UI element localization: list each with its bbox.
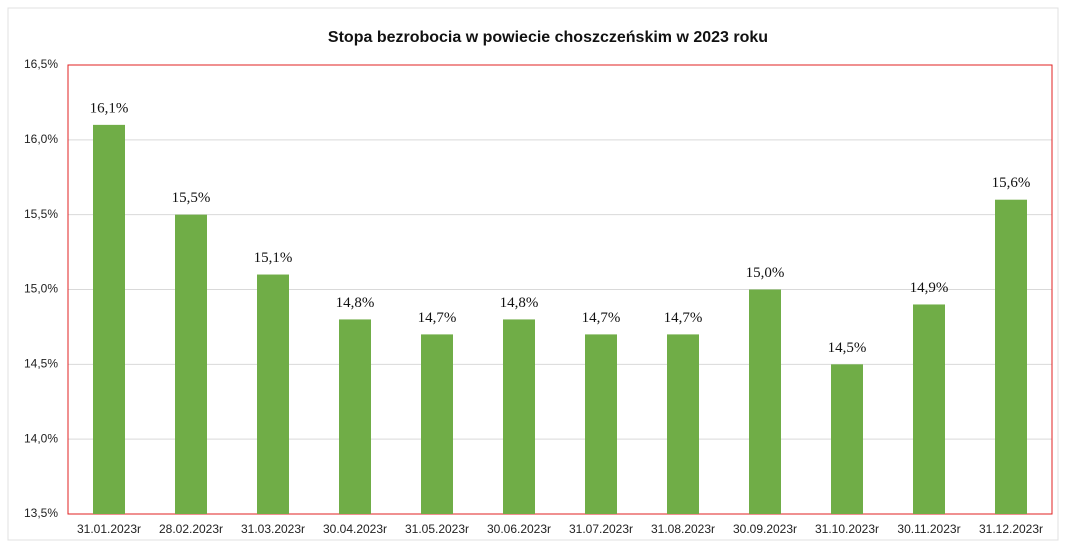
x-tick-label: 31.10.2023r bbox=[815, 522, 879, 536]
bar bbox=[995, 199, 1027, 514]
y-tick-label: 14,5% bbox=[24, 357, 58, 371]
x-tick-label: 30.06.2023r bbox=[487, 522, 551, 536]
data-label: 14,7% bbox=[664, 310, 703, 326]
data-label: 14,7% bbox=[582, 310, 621, 326]
x-tick-label: 31.01.2023r bbox=[77, 522, 141, 536]
data-label: 16,1% bbox=[90, 100, 129, 116]
data-label: 15,1% bbox=[254, 250, 293, 266]
y-tick-label: 13,5% bbox=[24, 506, 58, 520]
y-tick-label: 14,0% bbox=[24, 431, 58, 445]
bar bbox=[667, 334, 699, 514]
x-tick-label: 31.05.2023r bbox=[405, 522, 469, 536]
y-tick-label: 16,0% bbox=[24, 132, 58, 146]
y-tick-label: 16,5% bbox=[24, 57, 58, 71]
data-label: 14,7% bbox=[418, 310, 457, 326]
x-tick-label: 30.09.2023r bbox=[733, 522, 797, 536]
x-tick-label: 31.12.2023r bbox=[979, 522, 1043, 536]
data-label: 14,8% bbox=[336, 295, 375, 311]
data-label: 15,6% bbox=[992, 175, 1031, 191]
x-tick-label: 31.03.2023r bbox=[241, 522, 305, 536]
data-label: 14,9% bbox=[910, 280, 949, 296]
bar bbox=[503, 319, 535, 514]
bar bbox=[339, 319, 371, 514]
bar bbox=[257, 274, 289, 514]
data-label: 15,5% bbox=[172, 190, 211, 206]
x-tick-label: 30.04.2023r bbox=[323, 522, 387, 536]
y-tick-label: 15,5% bbox=[24, 207, 58, 221]
data-label: 14,8% bbox=[500, 295, 539, 311]
x-tick-label: 30.11.2023r bbox=[897, 522, 960, 536]
data-label: 15,0% bbox=[746, 265, 785, 281]
plot-border bbox=[67, 64, 1053, 515]
chart-title: Stopa bezrobocia w powiecie choszczeński… bbox=[328, 29, 768, 46]
data-label: 14,5% bbox=[828, 340, 867, 356]
y-tick-label: 15,0% bbox=[24, 282, 58, 296]
x-tick-label: 31.07.2023r bbox=[569, 522, 633, 536]
x-tick-label: 28.02.2023r bbox=[159, 522, 223, 536]
bar bbox=[749, 289, 781, 514]
bar bbox=[585, 334, 617, 514]
bar bbox=[421, 334, 453, 514]
bar bbox=[831, 364, 863, 514]
bar bbox=[175, 214, 207, 514]
chart-border bbox=[7, 7, 1059, 541]
x-tick-label: 31.08.2023r bbox=[651, 522, 715, 536]
bar bbox=[913, 304, 945, 514]
bar bbox=[93, 124, 125, 514]
